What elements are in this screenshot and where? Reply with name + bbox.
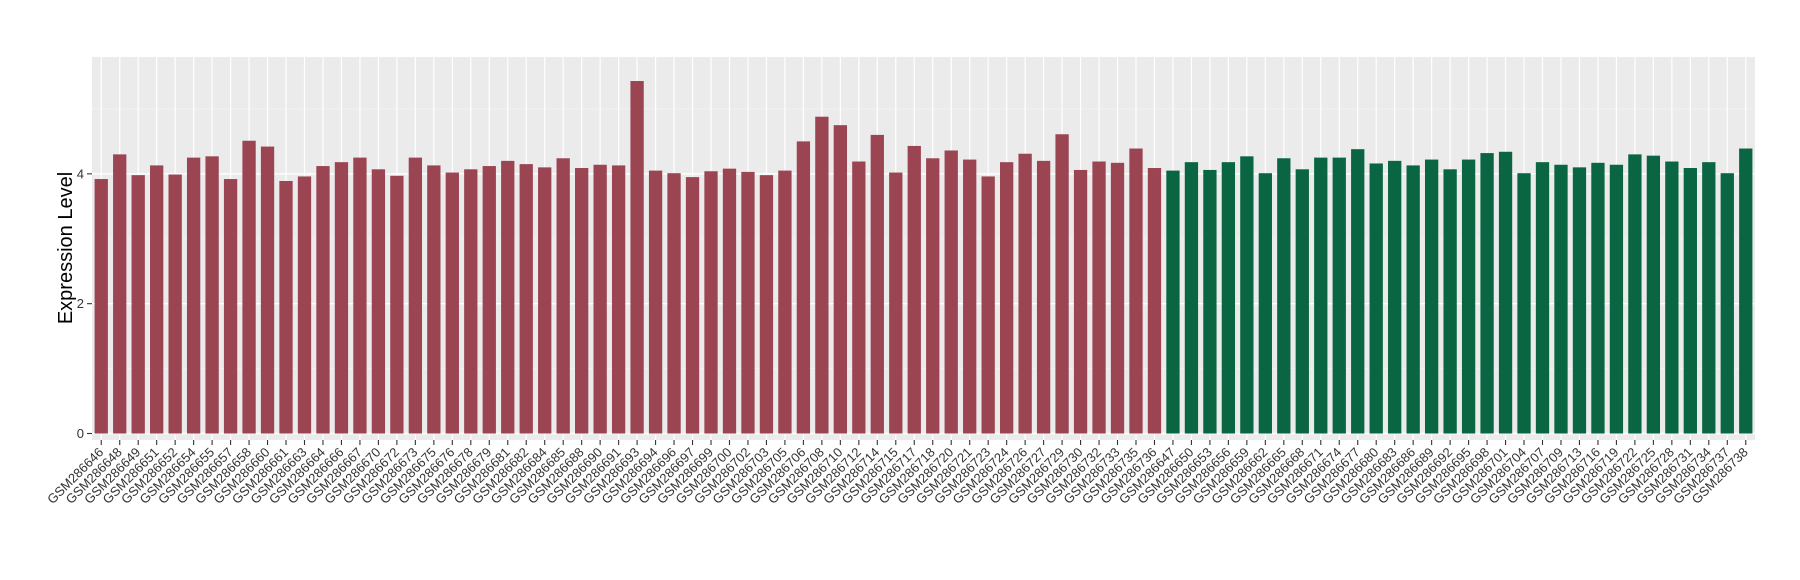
bar-gsm286729: [1055, 134, 1069, 434]
bar-gsm286658: [242, 140, 256, 434]
bar-gsm286674: [1332, 157, 1346, 434]
bar-gsm286649: [131, 175, 145, 434]
bar-gsm286704: [1517, 173, 1531, 434]
bar-gsm286648: [113, 154, 127, 434]
y-axis-title: Expression Level: [55, 172, 77, 324]
bar-gsm286738: [1739, 148, 1753, 434]
bar-gsm286680: [1369, 163, 1383, 434]
bar-gsm286682: [519, 164, 533, 434]
bar-gsm286726: [1018, 153, 1032, 434]
bar-gsm286661: [279, 180, 293, 434]
bar-gsm286676: [445, 172, 459, 434]
bar-gsm286653: [1203, 169, 1217, 434]
bar-gsm286702: [741, 171, 755, 434]
bar-gsm286709: [1554, 164, 1568, 434]
bar-gsm286688: [575, 168, 589, 434]
bar-gsm286672: [390, 175, 404, 434]
y-tick-label: 4: [77, 166, 84, 181]
bar-gsm286705: [778, 170, 792, 434]
bar-gsm286691: [611, 165, 626, 434]
bar-gsm286712: [852, 161, 866, 434]
bar-gsm286677: [1351, 149, 1365, 434]
bar-gsm286652: [168, 174, 182, 434]
plot-panel: [92, 57, 1755, 440]
bar-gsm286708: [815, 116, 829, 434]
bar-gsm286732: [1092, 161, 1106, 434]
bar-gsm286736: [1147, 168, 1162, 434]
bar-gsm286690: [593, 164, 607, 434]
bar-gsm286730: [1073, 169, 1088, 434]
bar-gsm286685: [556, 158, 570, 434]
bar-gsm286668: [1295, 169, 1309, 434]
bar-gsm286663: [297, 176, 312, 434]
bar-gsm286683: [1388, 160, 1402, 434]
bar-gsm286700: [722, 168, 737, 434]
bar-gsm286696: [667, 173, 681, 434]
bar-gsm286679: [482, 166, 496, 434]
bar-gsm286727: [1036, 160, 1051, 434]
bar-gsm286695: [1461, 159, 1476, 434]
y-axis: 0 2 4: [77, 166, 92, 441]
bar-gsm286723: [981, 176, 995, 434]
bar-gsm286667: [353, 157, 367, 434]
bar-gsm286733: [1110, 162, 1125, 434]
bar-gsm286647: [1166, 170, 1180, 434]
bar-gsm286656: [1221, 162, 1236, 434]
bar-gsm286650: [1184, 162, 1199, 434]
bar-gsm286654: [186, 157, 201, 434]
bar-gsm286697: [685, 177, 700, 434]
bar-gsm286698: [1480, 153, 1494, 434]
bar-gsm286651: [150, 165, 164, 434]
bar-gsm286731: [1683, 168, 1697, 434]
bar-gsm286660: [260, 146, 275, 434]
bar-gsm286659: [1240, 156, 1254, 434]
bar-gsm286703: [759, 175, 774, 434]
bar-gsm286670: [371, 169, 386, 434]
bar-gsm286646: [94, 179, 108, 434]
bar-gsm286693: [630, 81, 644, 434]
bar-gsm286734: [1702, 162, 1716, 434]
bar-gsm286665: [1277, 158, 1291, 434]
y-tick-label: 0: [77, 426, 84, 441]
bar-gsm286662: [1258, 173, 1272, 434]
bar-gsm286719: [1609, 164, 1624, 434]
bar-gsm286701: [1498, 151, 1513, 434]
bar-gsm286728: [1665, 161, 1679, 434]
bar-gsm286692: [1443, 169, 1457, 434]
y-tick-label: 2: [77, 296, 84, 311]
bar-gsm286657: [223, 179, 238, 434]
bars: [94, 81, 1753, 434]
bar-gsm286673: [408, 157, 423, 434]
bar-gsm286737: [1720, 173, 1734, 434]
bar-gsm286735: [1129, 148, 1143, 434]
bar-gsm286684: [538, 167, 552, 434]
bar-gsm286716: [1591, 162, 1605, 434]
bar-gsm286718: [926, 158, 940, 434]
bar-gsm286720: [944, 150, 958, 434]
bar-gsm286722: [1628, 154, 1642, 434]
bar-gsm286689: [1424, 159, 1439, 434]
x-axis: GSM286646GSM286648GSM286649GSM286651GSM2…: [44, 440, 1751, 507]
bar-gsm286724: [999, 162, 1014, 434]
bar-gsm286721: [963, 159, 977, 434]
bar-gsm286671: [1314, 157, 1328, 434]
bar-gsm286655: [205, 156, 219, 434]
bar-gsm286713: [1572, 167, 1587, 434]
bar-gsm286666: [334, 162, 349, 434]
bar-gsm286717: [907, 145, 921, 434]
bar-gsm286664: [316, 166, 330, 434]
bar-gsm286675: [427, 165, 441, 434]
bar-gsm286694: [648, 170, 663, 434]
bar-gsm286686: [1406, 165, 1420, 434]
bar-gsm286725: [1646, 155, 1661, 434]
bar-gsm286710: [833, 125, 848, 434]
bar-gsm286681: [501, 160, 515, 434]
bar-gsm286706: [796, 141, 811, 434]
bar-gsm286678: [464, 169, 478, 434]
bar-gsm286715: [889, 172, 903, 434]
bar-gsm286707: [1535, 162, 1550, 434]
bar-gsm286699: [704, 171, 718, 434]
bar-gsm286714: [870, 134, 884, 434]
